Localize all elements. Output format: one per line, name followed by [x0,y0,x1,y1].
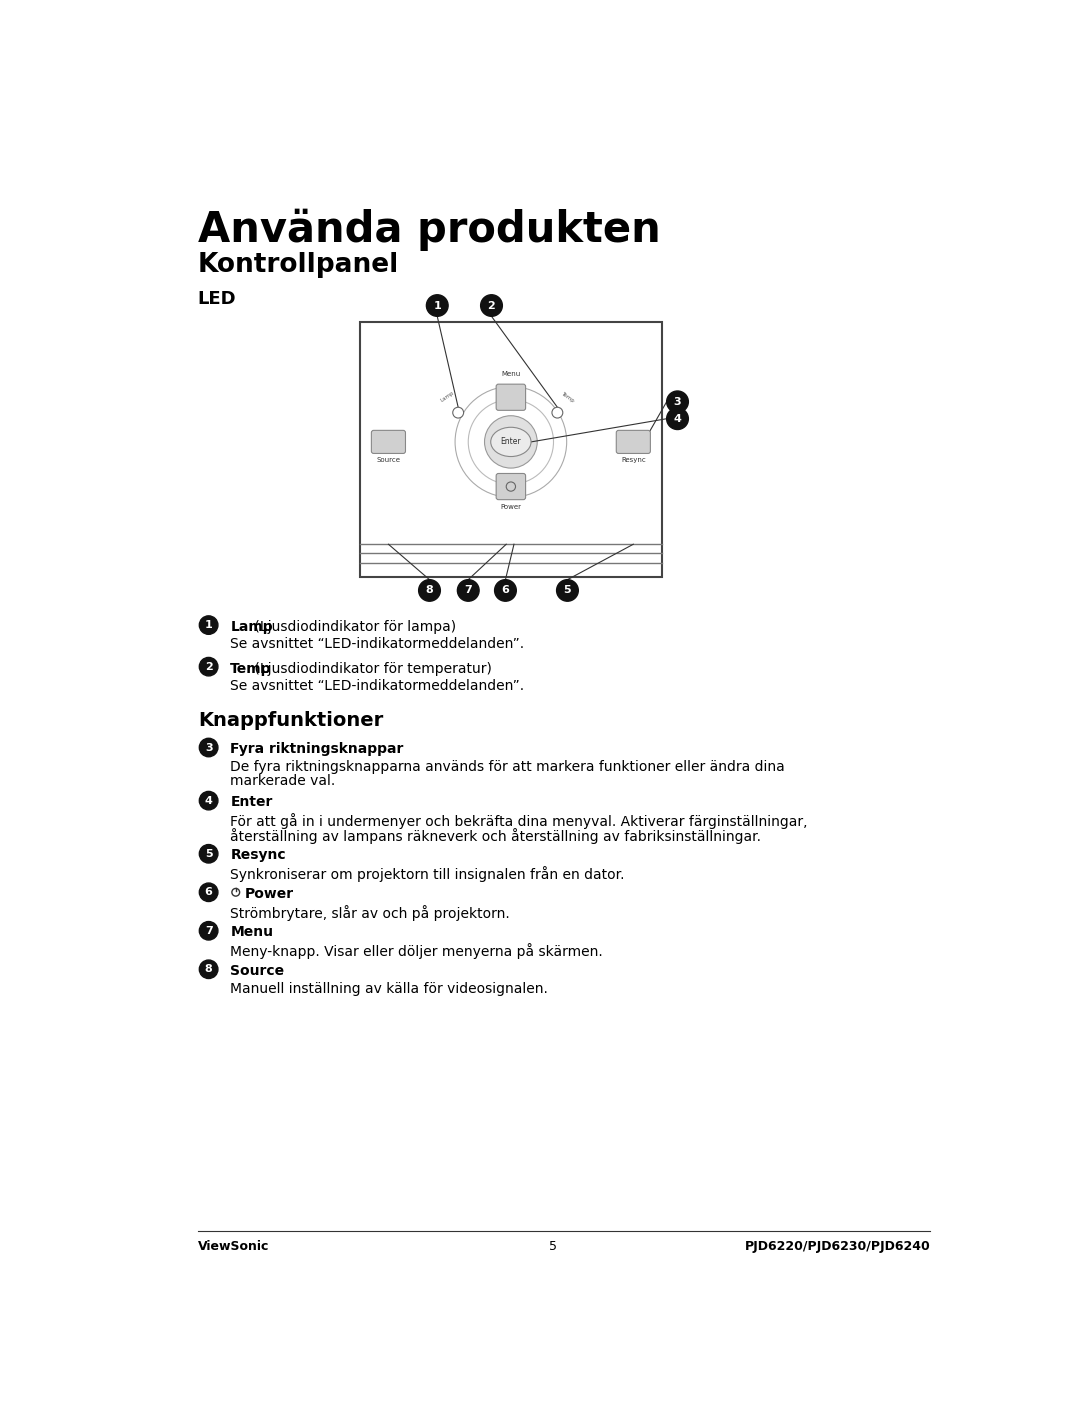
Text: Meny-knapp. Visar eller döljer menyerna på skärmen.: Meny-knapp. Visar eller döljer menyerna … [230,943,603,959]
Text: 1: 1 [433,300,441,310]
Text: Fyra riktningsknappar: Fyra riktningsknappar [230,743,404,757]
Text: 8: 8 [426,585,433,595]
Text: Se avsnittet “LED-indikatormeddelanden”.: Se avsnittet “LED-indikatormeddelanden”. [230,637,525,651]
Text: 7: 7 [205,925,213,936]
Text: Source: Source [230,965,284,979]
Text: Synkroniserar om projektorn till insignalen från en dator.: Synkroniserar om projektorn till insigna… [230,866,625,882]
FancyBboxPatch shape [617,431,650,453]
Text: 6: 6 [501,585,510,595]
Text: De fyra riktningsknapparna används för att markera funktioner eller ändra dina: De fyra riktningsknapparna används för a… [230,760,785,774]
Text: Power: Power [500,504,522,510]
Text: För att gå in i undermenyer och bekräfta dina menyval. Aktiverar färginställning: För att gå in i undermenyer och bekräfta… [230,813,808,828]
Text: Menu: Menu [501,371,521,378]
Circle shape [495,580,516,601]
Ellipse shape [490,427,531,456]
Text: 4: 4 [674,414,681,424]
Text: 4: 4 [205,796,213,806]
Text: 1: 1 [205,621,213,630]
Text: Kontrollpanel: Kontrollpanel [198,251,399,278]
Text: (Ljusdiodindikator för temperatur): (Ljusdiodindikator för temperatur) [251,663,492,677]
Text: Använda produkten: Använda produkten [198,209,661,251]
Text: Se avsnittet “LED-indikatormeddelanden”.: Se avsnittet “LED-indikatormeddelanden”. [230,680,525,694]
Text: 2: 2 [488,300,496,310]
Text: Source: Source [377,458,401,463]
Circle shape [481,295,502,316]
Text: Temp: Temp [561,390,576,403]
Text: Menu: Menu [230,925,273,939]
Text: 8: 8 [205,965,213,974]
Bar [360,323,662,577]
Text: Temp: Temp [230,663,272,677]
Circle shape [232,889,240,896]
Text: Manuell inställning av källa för videosignalen.: Manuell inställning av källa för videosi… [230,981,549,995]
FancyBboxPatch shape [372,431,405,453]
Text: markerade val.: markerade val. [230,775,336,789]
Text: Knappfunktioner: Knappfunktioner [198,712,383,730]
Text: 3: 3 [205,743,213,753]
Circle shape [200,960,218,979]
Circle shape [453,407,463,418]
Circle shape [469,400,554,484]
Text: 6: 6 [205,887,213,897]
Text: 5: 5 [550,1240,557,1254]
Text: 5: 5 [205,849,213,859]
Circle shape [200,739,218,757]
Text: (Ljusdiodindikator för lampa): (Ljusdiodindikator för lampa) [251,621,457,635]
Text: 3: 3 [674,397,681,407]
Circle shape [200,845,218,863]
Text: Enter: Enter [230,795,272,809]
Text: 7: 7 [464,585,472,595]
Circle shape [552,407,563,418]
Circle shape [200,792,218,810]
Text: Resync: Resync [230,848,286,862]
Text: Lamp: Lamp [230,621,273,635]
Text: Strömbrytare, slår av och på projektorn.: Strömbrytare, slår av och på projektorn. [230,904,510,921]
Circle shape [419,580,441,601]
Circle shape [485,416,537,468]
Text: ViewSonic: ViewSonic [198,1240,269,1254]
Text: LED: LED [198,291,237,307]
FancyBboxPatch shape [496,473,526,500]
Text: Power: Power [244,887,294,901]
Circle shape [507,482,515,491]
Circle shape [200,883,218,901]
Circle shape [200,921,218,941]
Circle shape [666,390,688,413]
Text: 2: 2 [205,661,213,671]
FancyBboxPatch shape [496,385,526,410]
Circle shape [556,580,578,601]
Text: Resync: Resync [621,458,646,463]
Circle shape [427,295,448,316]
Text: Enter: Enter [500,438,522,446]
Text: Lamp: Lamp [440,390,455,403]
Circle shape [458,580,480,601]
Text: 5: 5 [564,585,571,595]
Text: PJD6220/PJD6230/PJD6240: PJD6220/PJD6230/PJD6240 [744,1240,930,1254]
Circle shape [200,657,218,675]
Text: återställning av lampans räkneverk och återställning av fabriksinställningar.: återställning av lampans räkneverk och å… [230,827,761,844]
Circle shape [666,409,688,430]
Circle shape [455,386,567,497]
Circle shape [200,616,218,635]
